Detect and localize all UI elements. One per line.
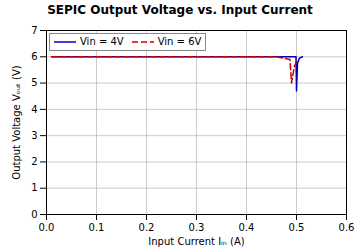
html-text:SEPIC Output Voltage vs. Input: SEPIC Output Voltage vs. Input Current <box>47 3 313 17</box>
svg-text:0.0: 0.0 <box>39 222 55 233</box>
svg-text:0.3: 0.3 <box>189 222 205 233</box>
svg-text:5: 5 <box>31 77 37 88</box>
svg-text:0.5: 0.5 <box>289 222 305 233</box>
svg-text:3: 3 <box>31 130 37 141</box>
svg-text:0.1: 0.1 <box>89 222 105 233</box>
svg-text:0.4: 0.4 <box>239 222 255 233</box>
svg-text:Input Current Iᵢₙ (A): Input Current Iᵢₙ (A) <box>148 236 244 247</box>
svg-text:Output Voltage Vₒᵤₜ (V): Output Voltage Vₒᵤₜ (V) <box>11 65 22 179</box>
svg-text:2: 2 <box>31 156 37 167</box>
svg-text:0: 0 <box>31 209 37 220</box>
svg-text:6: 6 <box>31 51 37 62</box>
svg-text:0.2: 0.2 <box>139 222 155 233</box>
svg-text:1: 1 <box>31 182 37 193</box>
html-text:Vin = 4V: Vin = 4V <box>80 36 124 47</box>
svg-text:7: 7 <box>31 25 37 36</box>
svg-text:4: 4 <box>31 104 37 115</box>
html-text:Vin = 6V: Vin = 6V <box>157 36 202 47</box>
svg-text:0.6: 0.6 <box>339 222 355 233</box>
